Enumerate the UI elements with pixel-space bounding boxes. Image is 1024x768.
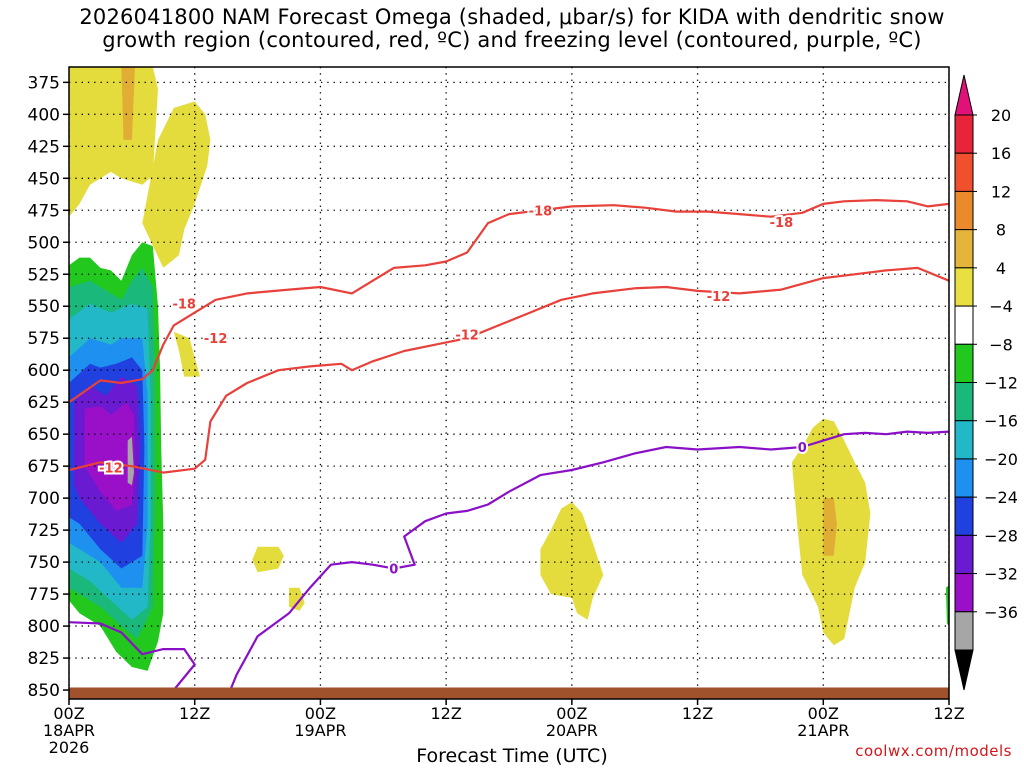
colorbar-label-0: 20 xyxy=(991,106,1011,125)
x-tick-label-24-2: 19APR xyxy=(294,721,346,740)
y-tick-label-750: 750 xyxy=(28,553,60,573)
y-tick-label-575: 575 xyxy=(28,329,60,349)
colorbar-label-11: −28 xyxy=(984,526,1018,545)
title-line-1: 2026041800 NAM Forecast Omega (shaded, μ… xyxy=(79,5,945,29)
x-tick-label-12-1: 12Z xyxy=(179,704,210,723)
colorbar-label-7: −12 xyxy=(984,374,1018,393)
x-tick-label-60-1: 12Z xyxy=(682,704,713,723)
colorbar-swatch-8 xyxy=(954,420,974,460)
colorbar-label-1: 16 xyxy=(991,144,1011,163)
omega-region-2 xyxy=(173,331,200,377)
colorbar-label-13: −36 xyxy=(984,603,1018,622)
terrain-strip xyxy=(69,687,949,699)
omega-region-16 xyxy=(127,436,134,486)
x-tick-label-0-3: 2026 xyxy=(49,738,90,757)
colorbar-swatch-0 xyxy=(954,114,974,154)
y-tick-label-675: 675 xyxy=(28,457,60,477)
x-tick-label-72-2: 21APR xyxy=(797,721,849,740)
colorbar-swatch-7 xyxy=(954,382,974,422)
colorbar-swatch-1 xyxy=(954,152,974,192)
x-axis-title: Forecast Time (UTC) xyxy=(416,745,608,767)
contour-label-minus12-0: -12 xyxy=(99,461,123,476)
contour-minus12 xyxy=(69,266,949,474)
colorbar-label-10: −24 xyxy=(984,488,1018,507)
colorbar-swatch-4 xyxy=(954,267,974,307)
y-tick-label-600: 600 xyxy=(28,361,60,381)
x-tick-label-84-1: 12Z xyxy=(933,704,964,723)
colorbar-swatch-10 xyxy=(954,496,974,536)
contour-label-freezing-0: 0 xyxy=(389,563,398,578)
colorbar-swatch-9 xyxy=(954,458,974,498)
contour-label-minus18-1: -18 xyxy=(529,204,553,219)
colorbar-label-2: 12 xyxy=(991,182,1011,201)
contour-minus18 xyxy=(69,199,949,404)
y-tick-label-425: 425 xyxy=(28,137,60,157)
y-tick-label-700: 700 xyxy=(28,489,60,509)
y-tick-label-625: 625 xyxy=(28,393,60,413)
colorbar-top-arrow xyxy=(954,74,974,116)
omega-region-15 xyxy=(84,402,135,511)
contour-label-minus12-2: -12 xyxy=(455,328,479,343)
contour-freezing xyxy=(69,430,949,699)
colorbar-label-9: −20 xyxy=(984,450,1018,469)
y-tick-label-550: 550 xyxy=(28,297,60,317)
y-tick-label-500: 500 xyxy=(28,233,60,253)
contour-label-freezing-1: 0 xyxy=(798,441,807,456)
omega-region-1 xyxy=(142,101,211,268)
colorbar-label-12: −32 xyxy=(984,565,1018,584)
y-tick-label-800: 800 xyxy=(28,617,60,637)
colorbar-swatch-12 xyxy=(954,573,974,613)
x-tick-label-48-1: 00Z xyxy=(556,704,587,723)
y-tick-label-475: 475 xyxy=(28,201,60,221)
contour-label-minus18-2: -18 xyxy=(770,216,794,231)
colorbar-bottom-arrow xyxy=(954,649,974,691)
y-tick-label-400: 400 xyxy=(28,105,60,125)
plot-area: -18 -18 -18 -12 -12 -12 -12 0 0 xyxy=(69,67,949,699)
omega-region-6 xyxy=(540,502,604,620)
omega-region-17 xyxy=(945,585,949,627)
colorbar-swatch-2 xyxy=(954,190,974,231)
colorbar-label-4: 4 xyxy=(996,259,1006,278)
title-line-2: growth region (contoured, red, ºC) and f… xyxy=(102,28,922,52)
chart-title: 2026041800 NAM Forecast Omega (shaded, μ… xyxy=(0,6,1024,52)
colorbar-label-3: 8 xyxy=(996,221,1006,240)
omega-region-4 xyxy=(252,546,284,573)
omega-region-5 xyxy=(289,587,305,611)
x-tick-label-48-2: 20APR xyxy=(546,721,598,740)
y-tick-label-825: 825 xyxy=(28,649,60,669)
y-tick-label-775: 775 xyxy=(28,585,60,605)
y-tick-label-450: 450 xyxy=(28,169,60,189)
omega-region-0 xyxy=(69,67,158,217)
y-tick-label-650: 650 xyxy=(28,425,60,445)
colorbar-swatch-11 xyxy=(954,534,974,575)
x-tick-label-0-2: 18APR xyxy=(43,721,95,740)
omega-region-8 xyxy=(823,498,837,556)
colorbar-swatch-6 xyxy=(954,343,974,383)
colorbar-swatch-3 xyxy=(954,229,974,269)
colorbar-label-8: −16 xyxy=(984,412,1018,431)
y-tick-label-525: 525 xyxy=(28,265,60,285)
x-tick-label-36-1: 12Z xyxy=(430,704,461,723)
contour-label-minus12-1: -12 xyxy=(204,332,228,347)
colorbar-swatch-13 xyxy=(954,611,974,651)
colorbar-label-6: −8 xyxy=(989,335,1013,354)
colorbar: 20 16 12 8 4 −4 −8 −12 −16 −20 −24 −28 −32 −36 xyxy=(954,74,1018,691)
x-tick-label-0-1: 00Z xyxy=(53,704,84,723)
plot-frame xyxy=(68,66,950,700)
y-tick-label-850: 850 xyxy=(28,681,60,701)
credit-link[interactable]: coolwx.com/models xyxy=(855,742,1012,760)
contour-label-minus12-3: -12 xyxy=(707,290,731,305)
omega-region-3 xyxy=(121,67,135,140)
y-tick-label-375: 375 xyxy=(28,73,60,93)
x-tick-label-72-1: 00Z xyxy=(808,704,839,723)
x-tick-label-24-1: 00Z xyxy=(305,704,336,723)
contour-label-minus18-0: -18 xyxy=(172,298,196,313)
colorbar-swatch-5 xyxy=(954,305,974,345)
colorbar-label-5: −4 xyxy=(989,297,1013,316)
y-tick-label-725: 725 xyxy=(28,521,60,541)
